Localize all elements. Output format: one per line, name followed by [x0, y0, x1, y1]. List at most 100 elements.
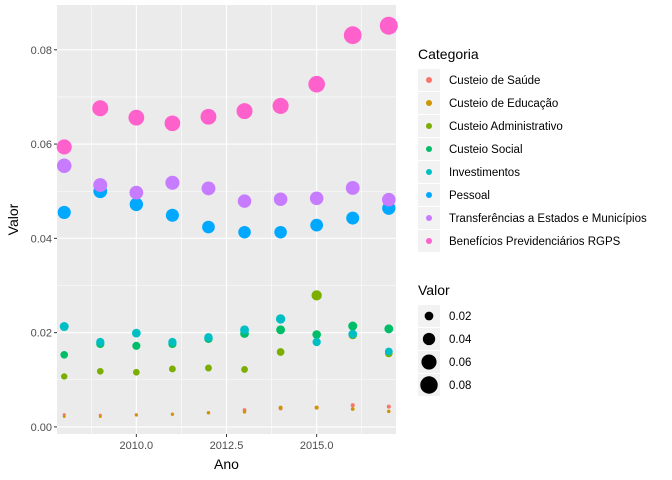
- data-point: [276, 348, 285, 356]
- data-point: [386, 404, 391, 409]
- data-point: [312, 337, 321, 347]
- data-point: [170, 412, 175, 416]
- legend-key-dot: [426, 215, 432, 221]
- size-legend-label: 0.04: [449, 334, 472, 346]
- y-tick-label: 0.06: [31, 139, 52, 151]
- data-point: [56, 139, 72, 155]
- data-point: [96, 337, 105, 347]
- legend-key-dot: [426, 123, 432, 129]
- legend-key-dot: [426, 146, 432, 152]
- legend-label: Investimentos: [449, 167, 520, 179]
- legend-key-dot: [426, 77, 432, 83]
- legend-label: Custeio Administrativo: [449, 121, 563, 133]
- y-axis: 0.00 0.02 0.04 0.06 0.08: [31, 45, 57, 434]
- x-axis: 2010.0 2012.5 2015.0: [120, 434, 334, 452]
- data-point: [59, 322, 69, 332]
- data-point: [202, 220, 215, 234]
- size-legend: 0.02 0.04 0.06 0.08: [418, 305, 472, 396]
- data-point: [133, 368, 140, 376]
- data-point: [348, 329, 358, 339]
- legend-label: Custeio Social: [449, 144, 523, 156]
- data-point: [129, 197, 144, 212]
- size-key-dot: [424, 311, 434, 321]
- data-point: [165, 208, 179, 222]
- data-point: [274, 225, 287, 239]
- data-point: [168, 365, 176, 373]
- y-axis-title: Valor: [5, 203, 21, 235]
- data-point: [309, 191, 324, 206]
- data-point: [168, 337, 177, 347]
- data-point: [314, 405, 319, 410]
- size-key-dot: [420, 376, 438, 394]
- size-legend-title: Valor: [418, 282, 450, 298]
- data-point: [134, 413, 138, 417]
- legend-label: Custeio de Educação: [449, 98, 558, 110]
- legend-label: Pessoal: [449, 190, 490, 202]
- data-point: [200, 108, 217, 125]
- size-legend-label: 0.06: [449, 357, 471, 369]
- data-point: [241, 366, 248, 373]
- data-point: [275, 314, 286, 324]
- data-point: [92, 100, 109, 117]
- x-tick-label: 2010.0: [120, 440, 154, 452]
- data-point: [350, 407, 355, 411]
- data-point: [206, 411, 211, 415]
- data-point: [61, 373, 68, 380]
- data-point: [240, 325, 249, 335]
- y-tick-label: 0.00: [31, 422, 52, 434]
- legend-label: Custeio de Saúde: [449, 75, 540, 87]
- data-point: [379, 16, 398, 35]
- data-point: [382, 192, 396, 207]
- legend-label: Transferências a Estados e Municípios: [449, 213, 647, 225]
- legend-key-dot: [426, 100, 432, 106]
- data-point: [312, 330, 321, 339]
- data-point: [60, 350, 69, 359]
- data-point: [308, 75, 325, 93]
- data-point: [273, 192, 288, 207]
- legend-key-dot: [426, 238, 432, 244]
- data-point: [201, 181, 216, 196]
- data-point: [57, 205, 71, 220]
- data-points: [56, 16, 398, 419]
- data-point: [276, 325, 286, 335]
- data-point: [236, 103, 253, 120]
- data-point: [96, 367, 104, 375]
- data-point: [348, 321, 358, 331]
- data-point: [205, 364, 212, 372]
- data-point: [237, 194, 252, 208]
- size-legend-label: 0.02: [449, 311, 471, 323]
- legend-key-dot: [426, 169, 432, 175]
- size-key-dot: [422, 332, 436, 346]
- size-legend-label: 0.08: [449, 380, 471, 392]
- data-point: [346, 211, 360, 225]
- data-point: [62, 415, 66, 419]
- data-point: [98, 415, 102, 419]
- data-point: [132, 341, 141, 350]
- y-tick-label: 0.02: [31, 328, 52, 340]
- color-legend-title: Categoria: [418, 46, 479, 62]
- data-point: [165, 175, 180, 190]
- data-point: [311, 290, 322, 301]
- data-point: [128, 109, 145, 126]
- x-tick-label: 2015.0: [300, 440, 334, 452]
- data-point: [164, 115, 181, 132]
- data-point: [272, 97, 289, 114]
- x-tick-label: 2012.5: [210, 440, 244, 452]
- data-point: [129, 185, 144, 200]
- y-tick-label: 0.08: [31, 45, 52, 57]
- data-point: [93, 178, 108, 193]
- data-point: [387, 409, 391, 414]
- y-tick-label: 0.04: [31, 233, 52, 245]
- data-point: [131, 328, 141, 338]
- size-key-dot: [421, 354, 437, 370]
- x-axis-title: Ano: [214, 456, 239, 472]
- data-point: [56, 158, 72, 174]
- data-point: [278, 405, 283, 410]
- data-point: [343, 26, 362, 45]
- data-point: [204, 333, 213, 342]
- color-legend: Custeio de Saúde Custeio de Educação Custe…: [418, 69, 647, 252]
- data-point: [242, 410, 247, 414]
- data-point: [310, 218, 324, 232]
- data-point: [238, 225, 251, 239]
